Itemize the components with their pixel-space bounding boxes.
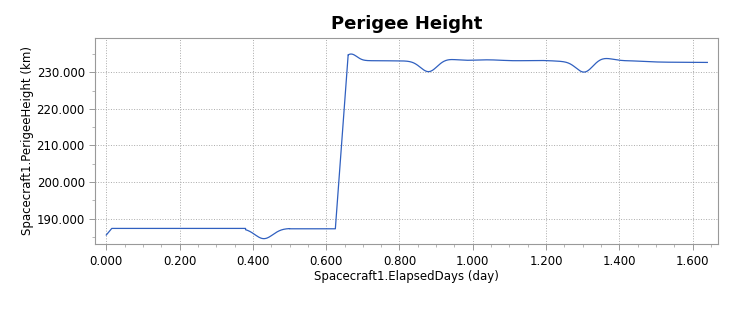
Spacecraft1.PerigeeHeight (km) xyxy=(259,237,268,240)
Spacecraft1.PerigeeHeight (km) xyxy=(270,231,279,235)
Spacecraft1.PerigeeHeight (km) xyxy=(102,233,111,237)
Spacecraft1.PerigeeHeight (km) xyxy=(603,57,612,60)
X-axis label: Spacecraft1.ElapsedDays (day): Spacecraft1.ElapsedDays (day) xyxy=(314,270,499,283)
Spacecraft1.PerigeeHeight (km) xyxy=(384,59,393,63)
Spacecraft1.PerigeeHeight (km) xyxy=(347,52,356,56)
Spacecraft1.PerigeeHeight (km) xyxy=(195,227,204,230)
Y-axis label: Spacecraft1.PerigeeHeight (km): Spacecraft1.PerigeeHeight (km) xyxy=(21,46,34,235)
Title: Perigee Height: Perigee Height xyxy=(331,15,482,33)
Spacecraft1.PerigeeHeight (km) xyxy=(703,60,712,64)
Spacecraft1.PerigeeHeight (km) xyxy=(199,227,208,230)
Spacecraft1.PerigeeHeight (km) xyxy=(302,227,311,231)
Line: Spacecraft1.PerigeeHeight (km): Spacecraft1.PerigeeHeight (km) xyxy=(106,54,707,239)
Legend: Spacecraft1.PerigeeHeight (km): Spacecraft1.PerigeeHeight (km) xyxy=(291,311,523,313)
